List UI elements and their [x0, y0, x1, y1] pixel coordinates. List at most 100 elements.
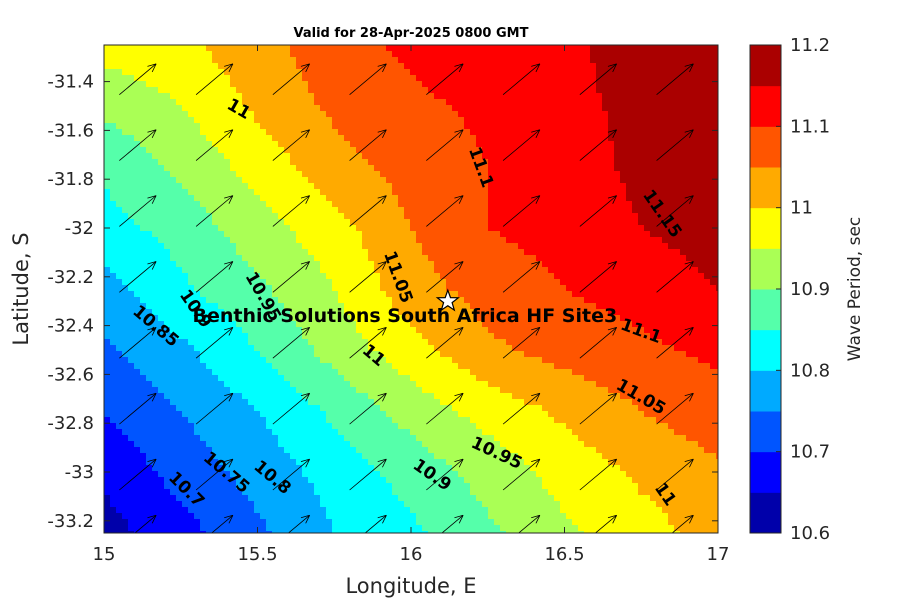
field-cell	[410, 153, 417, 160]
field-cell	[230, 105, 237, 112]
field-cell	[182, 279, 189, 286]
field-cell	[362, 255, 369, 262]
field-cell	[188, 321, 195, 328]
field-cell	[218, 309, 225, 316]
field-cell	[140, 57, 147, 64]
field-cell	[506, 219, 513, 226]
field-cell	[200, 93, 207, 100]
field-cell	[368, 57, 375, 64]
field-cell	[164, 165, 171, 172]
field-cell	[590, 219, 597, 226]
field-cell	[398, 333, 405, 340]
field-cell	[266, 45, 273, 52]
field-cell	[176, 177, 183, 184]
field-cell	[290, 159, 297, 166]
field-cell	[266, 189, 273, 196]
field-cell	[392, 189, 399, 196]
field-cell	[236, 261, 243, 268]
field-cell	[470, 255, 477, 262]
field-cell	[140, 159, 147, 166]
field-cell	[170, 291, 177, 298]
field-cell	[620, 135, 627, 142]
field-cell	[614, 261, 621, 268]
field-cell	[344, 123, 351, 130]
field-cell	[644, 285, 651, 292]
field-cell	[584, 75, 591, 82]
field-cell	[566, 81, 573, 88]
field-cell	[362, 111, 369, 118]
field-cell	[266, 147, 273, 154]
field-cell	[260, 201, 267, 208]
field-cell	[452, 207, 459, 214]
field-cell	[158, 195, 165, 202]
field-cell	[662, 81, 669, 88]
field-cell	[152, 333, 159, 340]
field-cell	[278, 273, 285, 280]
field-cell	[176, 231, 183, 238]
field-cell	[404, 69, 411, 76]
field-cell	[566, 111, 573, 118]
field-cell	[248, 57, 255, 64]
field-cell	[530, 225, 537, 232]
field-cell	[182, 231, 189, 238]
field-cell	[686, 297, 693, 304]
field-cell	[572, 189, 579, 196]
field-cell	[392, 327, 399, 334]
field-cell	[350, 135, 357, 142]
field-cell	[230, 201, 237, 208]
field-cell	[518, 93, 525, 100]
field-cell	[272, 321, 279, 328]
field-cell	[404, 195, 411, 202]
field-cell	[446, 117, 453, 124]
field-cell	[326, 255, 333, 262]
field-cell	[638, 75, 645, 82]
field-cell	[410, 123, 417, 130]
field-cell	[308, 99, 315, 106]
field-cell	[536, 105, 543, 112]
field-cell	[374, 273, 381, 280]
field-cell	[662, 201, 669, 208]
field-cell	[560, 51, 567, 58]
field-cell	[326, 333, 333, 340]
field-cell	[290, 63, 297, 70]
field-cell	[230, 249, 237, 256]
field-cell	[662, 45, 669, 52]
field-cell	[614, 327, 621, 334]
field-cell	[254, 189, 261, 196]
field-cell	[482, 273, 489, 280]
field-cell	[716, 135, 718, 142]
field-cell	[716, 93, 718, 100]
field-cell	[314, 249, 321, 256]
field-cell	[146, 261, 153, 268]
field-cell	[260, 273, 267, 280]
field-cell	[590, 261, 597, 268]
field-cell	[242, 111, 249, 118]
field-cell	[392, 87, 399, 94]
field-cell	[140, 93, 147, 100]
field-cell	[590, 117, 597, 124]
field-cell	[182, 243, 189, 250]
field-cell	[278, 195, 285, 202]
field-cell	[434, 177, 441, 184]
field-cell	[452, 225, 459, 232]
field-cell	[188, 69, 195, 76]
field-cell	[698, 273, 705, 280]
field-cell	[416, 291, 423, 298]
field-cell	[584, 243, 591, 250]
field-cell	[284, 333, 291, 340]
field-cell	[380, 75, 387, 82]
field-cell	[692, 147, 699, 154]
field-cell	[482, 87, 489, 94]
field-cell	[590, 213, 597, 220]
field-cell	[224, 93, 231, 100]
field-cell	[560, 45, 567, 52]
field-cell	[236, 171, 243, 178]
field-cell	[608, 279, 615, 286]
field-cell	[428, 135, 435, 142]
field-cell	[434, 309, 441, 316]
field-cell	[410, 63, 417, 70]
field-cell	[416, 207, 423, 214]
field-cell	[422, 237, 429, 244]
field-cell	[368, 147, 375, 154]
field-cell	[626, 69, 633, 76]
